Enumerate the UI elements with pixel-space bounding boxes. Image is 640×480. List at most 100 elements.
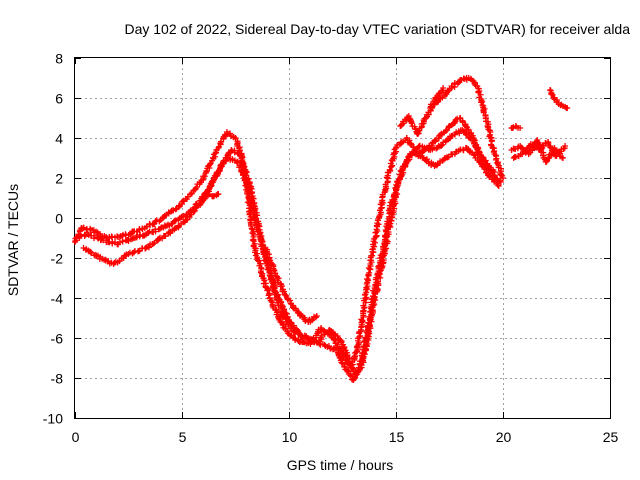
data-point — [265, 286, 272, 293]
data-point — [209, 178, 216, 185]
x-axis-label: GPS time / hours — [287, 457, 394, 473]
data-point — [256, 257, 263, 264]
y-tick-label: -4 — [51, 291, 64, 307]
chart-title: Day 102 of 2022, Sidereal Day-to-day VTE… — [124, 21, 630, 37]
data-point — [206, 161, 213, 168]
grid — [75, 58, 610, 418]
y-tick-label: 8 — [55, 51, 63, 67]
y-axis-label: SDTVAR / TECUs — [5, 184, 21, 296]
data-point — [239, 172, 246, 179]
data-point — [156, 218, 163, 225]
data-point — [130, 235, 137, 242]
x-tick-label: 15 — [389, 429, 405, 445]
data-point — [210, 193, 217, 200]
y-tick-label: 6 — [55, 91, 63, 107]
data-point — [383, 234, 390, 241]
data-point — [490, 149, 497, 156]
data-point — [243, 183, 250, 190]
data-point — [399, 167, 406, 174]
data-point — [313, 313, 320, 319]
data-point — [360, 302, 367, 309]
data-point — [375, 217, 382, 224]
data-point — [367, 263, 374, 270]
data-point — [467, 135, 474, 142]
data-point — [213, 146, 220, 153]
x-tick-label: 5 — [179, 429, 187, 445]
data-point — [312, 314, 319, 321]
data-point — [440, 87, 447, 94]
ticks: 0 5 10 15 20 25 -10 -8 -6 -4 -2 0 2 4 6 8 — [43, 51, 619, 446]
data-point — [198, 198, 205, 205]
data-point — [209, 177, 216, 184]
y-tick-label: 4 — [55, 131, 63, 147]
y-tick-label: -8 — [51, 371, 64, 387]
data-point — [334, 341, 341, 348]
data-point — [295, 309, 302, 316]
data-point — [446, 86, 453, 93]
data-point — [131, 249, 138, 256]
data-point — [457, 127, 464, 134]
data-point — [562, 103, 569, 110]
data-point — [289, 304, 296, 311]
data-point — [415, 128, 422, 135]
data-point — [408, 120, 415, 127]
y-tick-label: -6 — [51, 331, 64, 347]
x-tick-label: 25 — [603, 429, 619, 445]
x-tick-label: 0 — [72, 429, 80, 445]
data-point — [361, 351, 368, 358]
data-point — [214, 191, 221, 198]
data-point — [238, 157, 245, 164]
data-point — [442, 127, 449, 134]
data-point — [278, 283, 285, 290]
data-point — [479, 155, 486, 162]
data-point — [287, 297, 294, 304]
y-tick-label: 0 — [55, 211, 63, 227]
x-tick-label: 20 — [496, 429, 512, 445]
data-point — [109, 240, 116, 247]
data-point — [472, 82, 479, 89]
data-point — [497, 171, 504, 178]
y-tick-label: -10 — [43, 411, 63, 427]
y-tick-label: 2 — [55, 171, 63, 187]
data-points — [72, 74, 571, 383]
data-point — [353, 372, 360, 379]
data-point — [394, 183, 401, 190]
data-point — [386, 166, 393, 173]
data-point — [123, 251, 130, 258]
data-point — [448, 82, 455, 89]
data-point — [477, 91, 484, 98]
data-point — [434, 93, 441, 100]
data-point — [245, 193, 252, 200]
data-point — [87, 248, 94, 255]
data-point — [388, 163, 395, 170]
data-point — [444, 154, 451, 161]
data-point — [373, 232, 380, 239]
data-point — [534, 140, 541, 147]
data-point — [80, 225, 87, 232]
data-point — [494, 181, 501, 188]
data-point — [282, 292, 289, 299]
data-point — [201, 195, 208, 202]
data-point — [334, 333, 341, 340]
data-point — [370, 308, 377, 315]
data-point — [119, 238, 126, 245]
data-point — [431, 98, 438, 105]
data-point — [509, 125, 516, 132]
data-point — [548, 91, 555, 98]
data-point — [133, 234, 140, 241]
data-point — [489, 168, 496, 175]
data-point — [378, 263, 385, 270]
data-point — [95, 235, 102, 242]
data-point — [553, 99, 560, 106]
data-point — [330, 346, 337, 353]
data-point — [249, 237, 256, 244]
data-point — [367, 317, 374, 324]
data-point — [338, 359, 345, 366]
x-tick-label: 10 — [282, 429, 298, 445]
data-point — [495, 183, 502, 189]
data-point — [387, 220, 394, 227]
data-point — [499, 172, 506, 179]
data-point — [463, 74, 470, 81]
data-point — [465, 126, 472, 133]
